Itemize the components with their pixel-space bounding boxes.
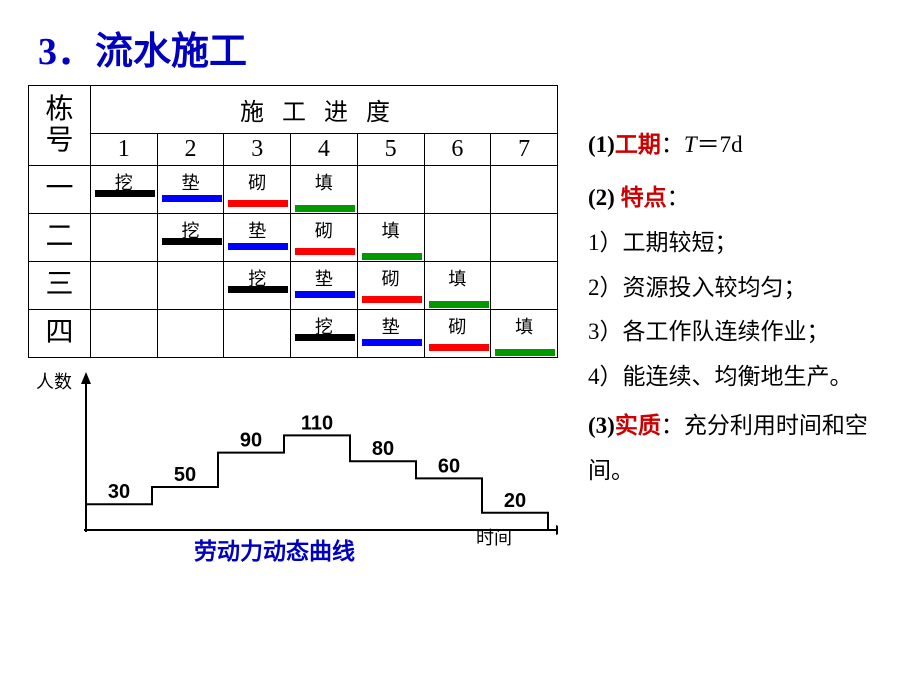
period-col: 3 [224, 134, 291, 166]
task-label: 砌 [248, 169, 266, 195]
schedule-cell [157, 262, 224, 310]
notes-panel: (1)工期：T＝7d (2) 特点： 1）工期较短；2）资源投入较均匀；3）各工… [588, 85, 898, 566]
task-bar [95, 190, 155, 197]
schedule-cell: 填 [491, 310, 558, 358]
y-axis-label: 人数 [36, 368, 72, 394]
task-label: 砌 [382, 265, 400, 291]
schedule-cell [491, 166, 558, 214]
task-bar [295, 334, 355, 341]
progress-header: 施工进度 [90, 86, 557, 134]
task-bar [429, 301, 489, 308]
task-bar [495, 349, 555, 356]
bullet-item: 3）各工作队连续作业； [588, 310, 898, 355]
schedule-cell: 挖 [157, 214, 224, 262]
task-bar [362, 296, 422, 303]
schedule-table: 栋号 施工进度 1234567 一挖垫砌填二挖垫砌填三挖垫砌填四挖垫砌填 [28, 85, 558, 358]
step-value: 80 [372, 438, 394, 460]
schedule-cell: 填 [424, 262, 491, 310]
period-col: 4 [291, 134, 358, 166]
schedule-cell: 填 [291, 166, 358, 214]
task-label: 填 [448, 265, 466, 291]
step-value: 30 [108, 481, 130, 503]
step-value: 60 [438, 455, 460, 477]
task-bar [362, 339, 422, 346]
task-label: 砌 [448, 313, 466, 339]
period-col: 2 [157, 134, 224, 166]
step-value: 50 [174, 464, 196, 486]
schedule-cell: 垫 [357, 310, 424, 358]
schedule-cell [157, 310, 224, 358]
x-axis-label: 时间 [476, 524, 512, 550]
step-value: 90 [240, 430, 262, 452]
schedule-cell: 砌 [291, 214, 358, 262]
schedule-cell: 挖 [90, 166, 157, 214]
note-2: (2) 特点： [588, 176, 898, 221]
step-value: 110 [301, 412, 333, 434]
task-label: 砌 [315, 217, 333, 243]
task-bar [228, 200, 288, 207]
task-label: 垫 [315, 265, 333, 291]
task-bar [295, 205, 355, 212]
schedule-cell [357, 166, 424, 214]
task-bar [162, 195, 222, 202]
schedule-cell [491, 262, 558, 310]
building-row-header: 二 [29, 214, 91, 262]
schedule-cell: 挖 [224, 262, 291, 310]
task-bar [362, 253, 422, 260]
task-label: 垫 [248, 217, 266, 243]
labor-step-chart: 人数 时间 劳动力动态曲线 30 50 90 110 80 60 20 [28, 366, 558, 566]
task-label: 填 [515, 313, 533, 339]
task-bar [295, 291, 355, 298]
step-value: 20 [504, 490, 526, 512]
task-bar [162, 238, 222, 245]
schedule-cell [90, 214, 157, 262]
schedule-cell: 砌 [224, 166, 291, 214]
schedule-cell [224, 310, 291, 358]
schedule-cell: 垫 [157, 166, 224, 214]
schedule-cell: 砌 [424, 310, 491, 358]
schedule-cell: 填 [357, 214, 424, 262]
page-title: 3．流水施工 [0, 0, 920, 85]
period-col: 6 [424, 134, 491, 166]
bullet-item: 2）资源投入较均匀； [588, 266, 898, 311]
note-3: (3)实质：充分利用时间和空间。 [588, 404, 898, 494]
schedule-cell: 垫 [291, 262, 358, 310]
schedule-cell [424, 166, 491, 214]
schedule-cell: 砌 [357, 262, 424, 310]
schedule-cell [90, 262, 157, 310]
task-bar [228, 243, 288, 250]
period-col: 5 [357, 134, 424, 166]
building-row-header: 一 [29, 166, 91, 214]
task-label: 垫 [181, 169, 199, 195]
task-bar [295, 248, 355, 255]
task-bar [228, 286, 288, 293]
bullet-item: 1）工期较短； [588, 221, 898, 266]
schedule-cell: 挖 [291, 310, 358, 358]
task-bar [429, 344, 489, 351]
schedule-cell [90, 310, 157, 358]
bullet-item: 4）能连续、均衡地生产。 [588, 355, 898, 400]
task-label: 填 [382, 217, 400, 243]
task-label: 垫 [382, 313, 400, 339]
row-header: 栋号 [29, 86, 91, 166]
schedule-cell: 垫 [224, 214, 291, 262]
note-1: (1)工期：T＝7d [588, 123, 898, 168]
building-row-header: 三 [29, 262, 91, 310]
task-label: 填 [315, 169, 333, 195]
schedule-cell [491, 214, 558, 262]
schedule-cell [424, 214, 491, 262]
building-row-header: 四 [29, 310, 91, 358]
period-col: 7 [491, 134, 558, 166]
step-chart-title: 劳动力动态曲线 [194, 532, 355, 566]
period-col: 1 [90, 134, 157, 166]
